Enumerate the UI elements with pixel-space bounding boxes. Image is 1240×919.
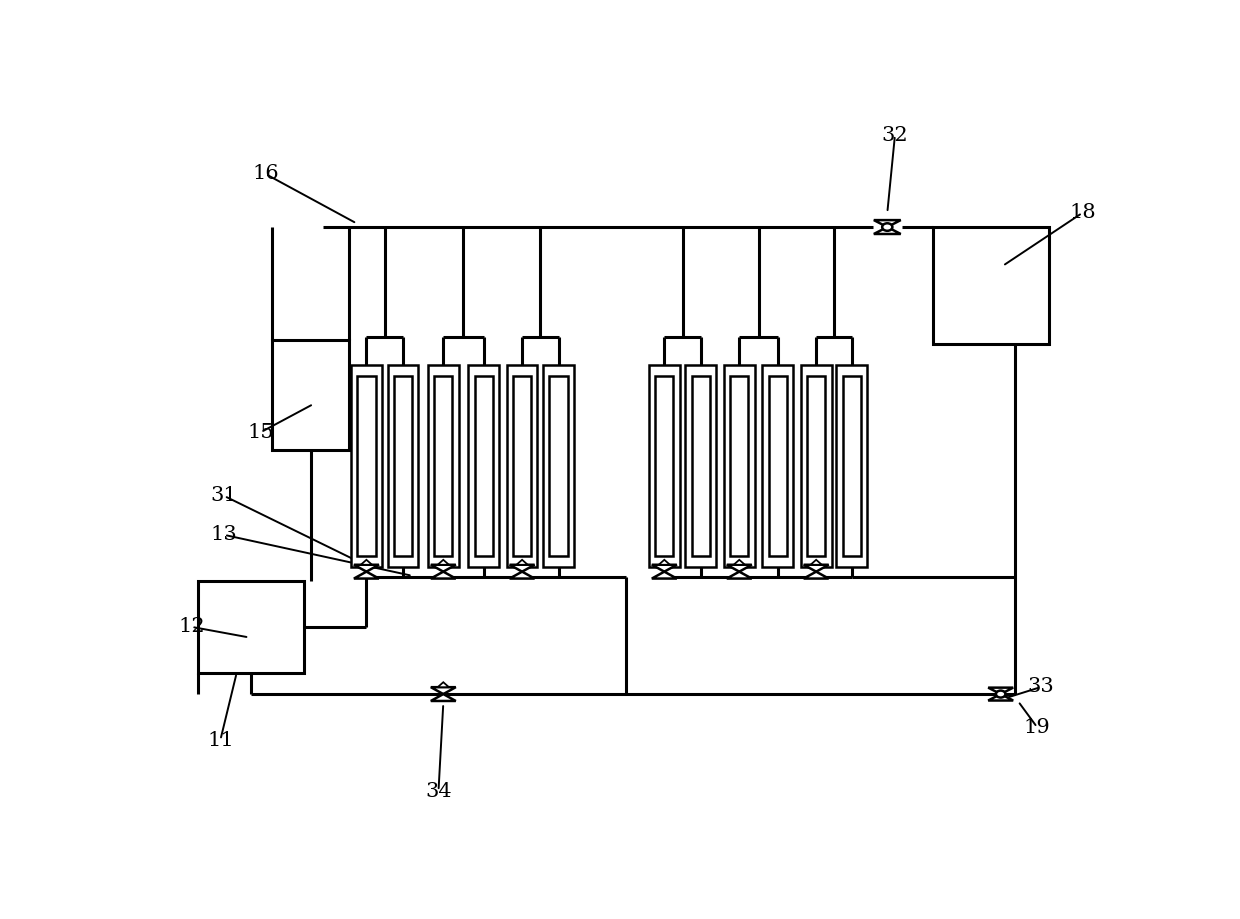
Bar: [475, 376, 492, 556]
Polygon shape: [430, 687, 456, 694]
Polygon shape: [361, 560, 372, 565]
Bar: [649, 365, 680, 567]
Bar: [507, 365, 537, 567]
Polygon shape: [804, 572, 828, 579]
Bar: [513, 376, 531, 556]
Polygon shape: [430, 565, 456, 572]
Text: 19: 19: [1024, 718, 1050, 737]
Bar: [357, 376, 376, 556]
Circle shape: [882, 223, 893, 231]
Text: 13: 13: [211, 526, 238, 544]
Bar: [836, 365, 867, 567]
Text: 18: 18: [1069, 203, 1096, 222]
Polygon shape: [353, 572, 379, 579]
Polygon shape: [353, 565, 379, 572]
Polygon shape: [652, 572, 677, 579]
Bar: [394, 376, 412, 556]
Bar: [686, 365, 717, 567]
Polygon shape: [510, 565, 534, 572]
Bar: [428, 365, 459, 567]
Text: 31: 31: [211, 486, 238, 505]
Bar: [769, 376, 787, 556]
Polygon shape: [430, 694, 456, 701]
Bar: [434, 376, 453, 556]
Bar: [351, 365, 382, 567]
Polygon shape: [988, 694, 1013, 700]
Bar: [730, 376, 749, 556]
Bar: [843, 376, 861, 556]
Polygon shape: [430, 572, 456, 579]
Bar: [692, 376, 711, 556]
Polygon shape: [874, 227, 900, 234]
Text: 12: 12: [179, 618, 205, 636]
Bar: [543, 365, 574, 567]
Bar: [469, 365, 498, 567]
Bar: [801, 365, 832, 567]
Bar: [198, 581, 304, 673]
Text: 11: 11: [207, 731, 233, 750]
Polygon shape: [517, 560, 528, 565]
Circle shape: [996, 690, 1006, 698]
Polygon shape: [658, 560, 670, 565]
Polygon shape: [988, 687, 1013, 694]
Bar: [273, 340, 350, 450]
Bar: [763, 365, 794, 567]
Bar: [549, 376, 568, 556]
Polygon shape: [874, 221, 900, 227]
Polygon shape: [438, 560, 449, 565]
Polygon shape: [652, 565, 677, 572]
Text: 34: 34: [425, 781, 451, 800]
Text: 32: 32: [882, 126, 908, 144]
Polygon shape: [727, 565, 751, 572]
Polygon shape: [438, 682, 449, 687]
Polygon shape: [510, 572, 534, 579]
Polygon shape: [804, 565, 828, 572]
Text: 33: 33: [1028, 677, 1054, 697]
Text: 15: 15: [248, 423, 274, 442]
Text: 16: 16: [252, 165, 279, 184]
Polygon shape: [734, 560, 745, 565]
Bar: [388, 365, 418, 567]
Bar: [934, 227, 1049, 344]
Polygon shape: [811, 560, 822, 565]
Bar: [655, 376, 673, 556]
Polygon shape: [727, 572, 751, 579]
Bar: [807, 376, 826, 556]
Bar: [724, 365, 755, 567]
